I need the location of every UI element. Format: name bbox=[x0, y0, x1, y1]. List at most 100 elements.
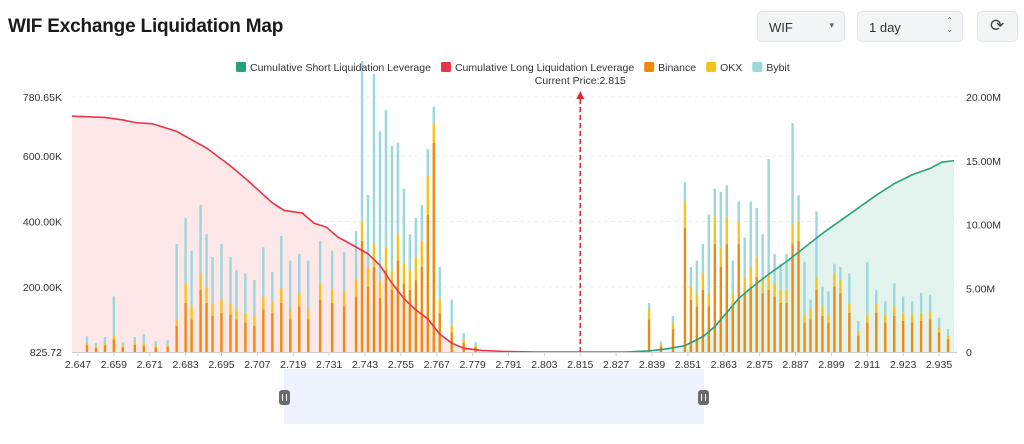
binance-bar bbox=[366, 286, 370, 352]
binance-bar bbox=[946, 338, 950, 352]
refresh-button[interactable]: ⟳ bbox=[977, 11, 1018, 42]
okx-bar bbox=[779, 289, 782, 303]
x-axis-tick-label: 2.827 bbox=[603, 359, 629, 371]
binance-bar bbox=[342, 306, 346, 352]
bybit-bar bbox=[190, 250, 193, 307]
binance-bar bbox=[289, 319, 292, 352]
okx-bar bbox=[166, 344, 169, 347]
okx-bar bbox=[797, 221, 800, 241]
binance-bar bbox=[803, 322, 806, 352]
binance-bar bbox=[857, 335, 860, 352]
binance-bar bbox=[833, 286, 836, 352]
zoom-handle-left[interactable] bbox=[279, 390, 290, 405]
bybit-bar bbox=[462, 333, 465, 340]
long-liquidation-line bbox=[71, 115, 581, 353]
binance-bar bbox=[426, 214, 429, 352]
x-axis-tick-label: 2.935 bbox=[926, 359, 952, 371]
bybit-bar bbox=[937, 317, 941, 328]
long-liquidation-area bbox=[72, 116, 581, 352]
binance-bar bbox=[713, 244, 717, 352]
binance-bar bbox=[360, 240, 364, 352]
okx-bar bbox=[450, 325, 453, 333]
time-range-select[interactable]: 1 day ⌃ ⌄ bbox=[857, 11, 963, 42]
bybit-bar bbox=[318, 240, 322, 284]
okx-bar bbox=[884, 314, 887, 323]
okx-bar bbox=[154, 345, 157, 348]
okx-bar bbox=[671, 322, 675, 330]
binance-bar bbox=[253, 325, 256, 352]
okx-bar bbox=[199, 273, 202, 290]
left-axis-tick-label: 600.00K bbox=[23, 151, 62, 163]
binance-bar bbox=[937, 332, 941, 352]
binance-bar bbox=[910, 322, 914, 352]
x-axis-tick-label: 2.683 bbox=[172, 359, 198, 371]
legend-swatch bbox=[706, 62, 717, 72]
bybit-bar bbox=[707, 214, 711, 294]
bybit-bar bbox=[420, 204, 424, 241]
bybit-bar bbox=[671, 316, 675, 323]
okx-bar bbox=[827, 314, 830, 323]
binance-bar bbox=[848, 312, 851, 352]
x-axis-tick-label: 2.647 bbox=[65, 359, 91, 371]
bybit-bar bbox=[94, 343, 98, 347]
legend-swatch bbox=[236, 62, 246, 72]
bybit-bar bbox=[229, 257, 232, 303]
x-axis-tick-label: 2.923 bbox=[890, 359, 916, 371]
binance-bar bbox=[432, 142, 435, 352]
chart-legend: Cumulative Short Liquidation Leverage Cum… bbox=[236, 62, 790, 74]
binance-bar bbox=[928, 319, 932, 352]
bybit-bar bbox=[797, 195, 800, 222]
right-axis-tick-label: 0 bbox=[966, 347, 972, 359]
okx-bar bbox=[229, 302, 232, 315]
x-axis-tick-label: 2.899 bbox=[818, 359, 844, 371]
bybit-bar bbox=[298, 253, 301, 294]
okx-bar bbox=[360, 221, 364, 241]
x-axis-tick-label: 2.803 bbox=[531, 359, 557, 371]
zoom-range-selection[interactable] bbox=[284, 369, 704, 424]
current-price-label: Current Price:2.815 bbox=[535, 75, 626, 87]
okx-bar bbox=[112, 335, 116, 340]
time-range-value: 1 day bbox=[869, 20, 901, 35]
okx-bar bbox=[647, 309, 651, 320]
legend-item: Bybit bbox=[766, 62, 789, 74]
binance-bar bbox=[695, 306, 699, 352]
binance-bar bbox=[901, 320, 905, 352]
right-axis-tick-label: 10.00M bbox=[966, 220, 1001, 232]
bybit-bar bbox=[432, 106, 435, 124]
coin-select[interactable]: WIF ▾ bbox=[757, 11, 845, 42]
bybit-bar bbox=[833, 263, 836, 274]
bybit-bar bbox=[121, 342, 125, 346]
binance-bar bbox=[280, 302, 283, 352]
okx-bar bbox=[262, 296, 265, 310]
updown-chevron-icon: ⌃ ⌄ bbox=[946, 16, 953, 34]
bybit-bar bbox=[142, 334, 145, 344]
binance-bar bbox=[112, 339, 116, 352]
bybit-bar bbox=[910, 301, 914, 315]
binance-bar bbox=[749, 286, 752, 352]
binance-bar bbox=[875, 312, 878, 352]
bybit-bar bbox=[280, 235, 283, 289]
okx-bar bbox=[701, 273, 705, 290]
okx-bar bbox=[928, 311, 932, 320]
binance-bar bbox=[330, 302, 334, 352]
bybit-bar bbox=[402, 188, 406, 264]
binance-bar bbox=[919, 320, 923, 352]
binance-bar bbox=[133, 344, 136, 352]
okx-bar bbox=[755, 257, 758, 277]
binance-bar bbox=[761, 293, 764, 352]
bybit-bar bbox=[112, 296, 116, 336]
okx-bar bbox=[354, 280, 358, 297]
okx-bar bbox=[396, 234, 400, 261]
bybit-bar bbox=[839, 266, 842, 281]
binance-bar bbox=[229, 314, 232, 352]
okx-bar bbox=[731, 293, 734, 307]
zoom-handle-right[interactable] bbox=[698, 390, 709, 405]
okx-bar bbox=[142, 343, 145, 347]
binance-bar bbox=[414, 280, 418, 352]
binance-bar bbox=[372, 266, 376, 352]
bybit-bar bbox=[175, 244, 178, 320]
binance-bar bbox=[701, 289, 705, 352]
x-axis-tick-label: 2.887 bbox=[782, 359, 808, 371]
okx-bar bbox=[205, 286, 208, 303]
x-axis-tick-label: 2.863 bbox=[711, 359, 737, 371]
